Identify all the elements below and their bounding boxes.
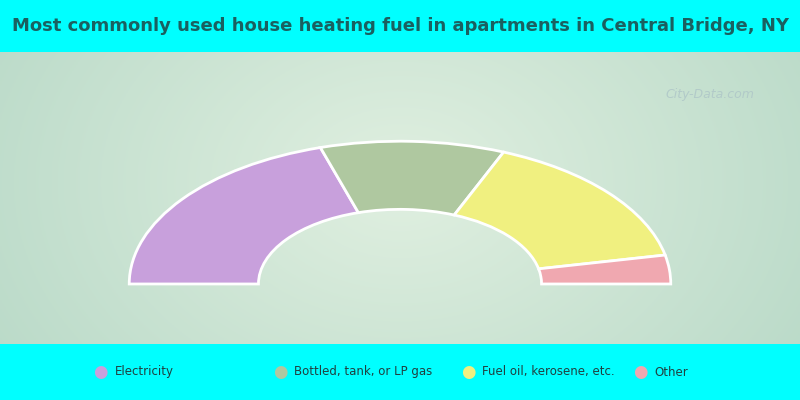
Text: City-Data.com: City-Data.com [665, 88, 754, 101]
Text: ●: ● [273, 363, 287, 381]
Text: Bottled, tank, or LP gas: Bottled, tank, or LP gas [294, 366, 433, 378]
Wedge shape [130, 148, 358, 284]
Text: ●: ● [461, 363, 475, 381]
Text: ●: ● [93, 363, 107, 381]
Wedge shape [454, 152, 665, 269]
Text: Fuel oil, kerosene, etc.: Fuel oil, kerosene, etc. [482, 366, 615, 378]
Text: Other: Other [654, 366, 688, 378]
Text: Most commonly used house heating fuel in apartments in Central Bridge, NY: Most commonly used house heating fuel in… [11, 17, 789, 35]
Text: ●: ● [633, 363, 647, 381]
Wedge shape [320, 141, 504, 215]
Wedge shape [538, 255, 670, 284]
Text: Electricity: Electricity [114, 366, 174, 378]
